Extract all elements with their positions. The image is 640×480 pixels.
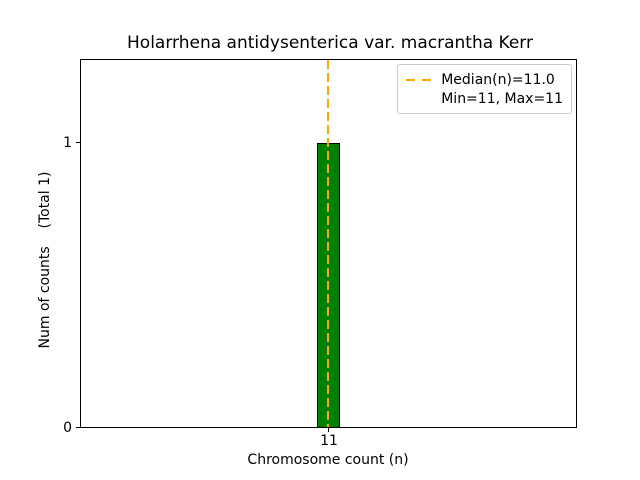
plot-area: Median(n)=11.0 Min=11, Max=11 [80,59,577,428]
median-line [327,60,329,427]
y-tick-mark-1 [76,142,80,143]
y-tick-label-0: 0 [63,420,72,436]
x-tick-label-11: 11 [320,433,338,449]
dashed-line-icon [406,78,434,81]
y-tick-label-1: 1 [63,135,72,151]
chart-title: Holarrhena antidysenterica var. macranth… [127,33,533,53]
legend-label-minmax: Min=11, Max=11 [441,90,563,107]
legend-label-median: Median(n)=11.0 [441,71,555,88]
legend: Median(n)=11.0 Min=11, Max=11 [397,64,572,114]
y-axis-label: Num of counts (Total 1) [37,171,53,349]
y-tick-mark-0 [76,427,80,428]
legend-entry-minmax: Min=11, Max=11 [406,89,563,108]
x-tick-mark-11 [328,428,329,432]
legend-entry-median: Median(n)=11.0 [406,70,563,89]
x-axis-label: Chromosome count (n) [247,452,409,468]
